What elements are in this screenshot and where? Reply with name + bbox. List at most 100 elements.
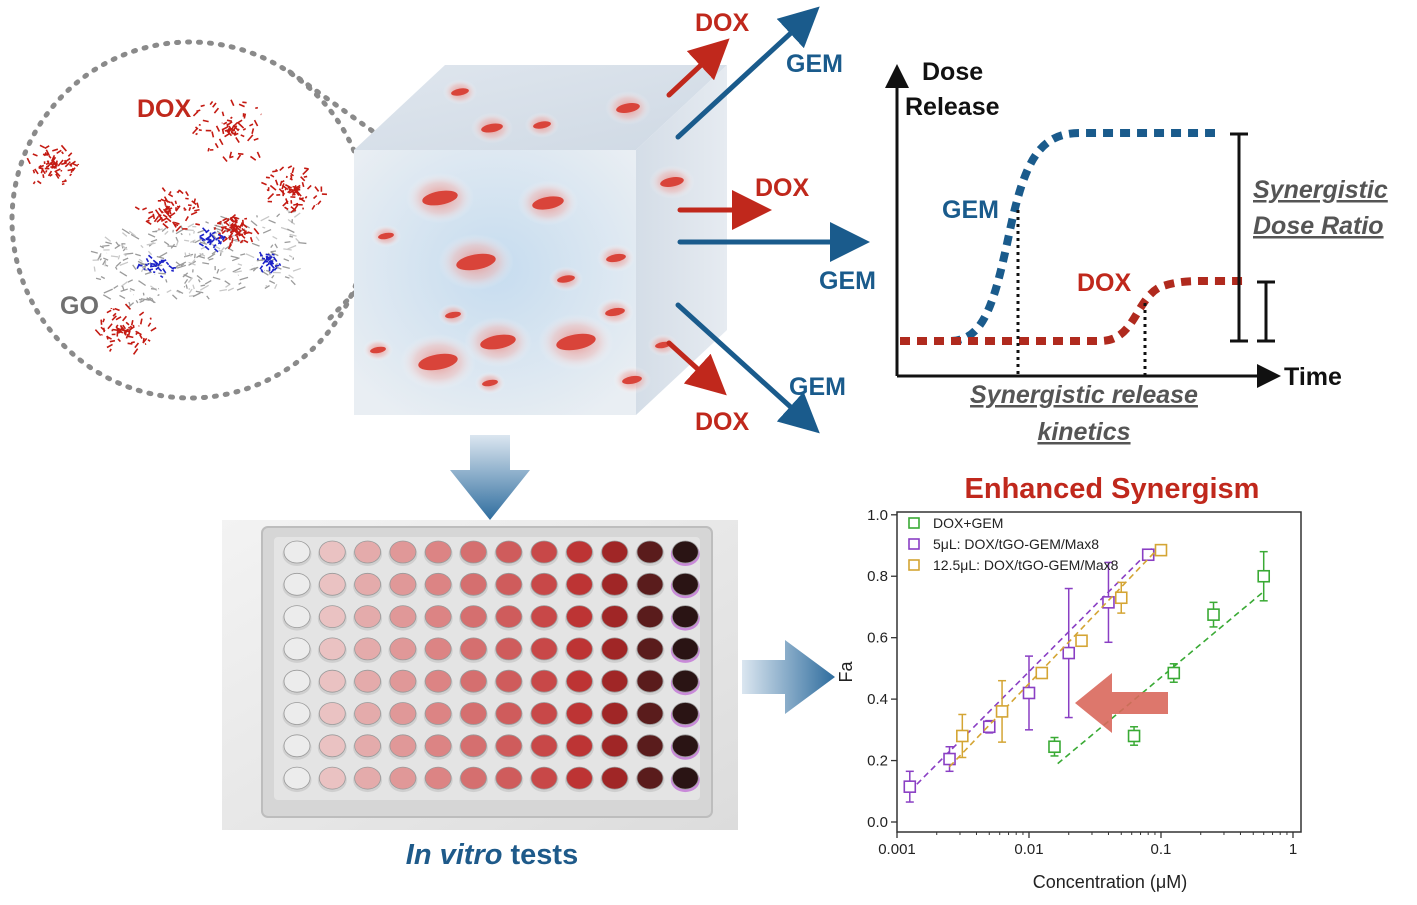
well [389, 734, 417, 758]
dox-bond [45, 149, 50, 156]
dox-bond [292, 205, 298, 212]
well [389, 669, 417, 693]
data-point [1257, 569, 1271, 583]
dox-bond [175, 225, 182, 232]
go-bond [264, 284, 270, 290]
synergistic-ratio-label-2: Dose Ratio [1253, 212, 1384, 240]
well [354, 734, 382, 758]
dox-bond [301, 181, 305, 188]
well [601, 540, 629, 564]
go-bond [175, 228, 184, 235]
dox-bond [192, 128, 198, 135]
dox-bond [311, 204, 316, 210]
well [354, 669, 382, 693]
dox-bond [147, 215, 154, 220]
dox-bond [49, 161, 52, 165]
dox-bond [72, 167, 76, 172]
go-bond [119, 271, 128, 277]
gem-bond [150, 262, 156, 266]
go-bond [282, 265, 290, 269]
dox-bond [245, 231, 250, 235]
dox-bond [218, 232, 222, 236]
go-bond [188, 288, 193, 294]
gem-bond [168, 265, 175, 270]
dox-curve-label: DOX [1077, 269, 1132, 297]
go-bond [132, 264, 137, 271]
dox-bond [281, 183, 285, 190]
well [601, 766, 629, 790]
well [636, 669, 664, 693]
go-bond [138, 298, 142, 301]
dox-bond [231, 126, 235, 130]
dox-bond [100, 326, 106, 332]
dox-bond [106, 309, 112, 314]
dox-bond [162, 214, 168, 218]
go-bond [140, 298, 150, 301]
gem-bond [215, 236, 220, 241]
dox-bond [243, 231, 247, 234]
go-bond [232, 267, 241, 273]
gem-bond [199, 233, 205, 238]
go-bond [288, 274, 294, 279]
go-bond [129, 289, 132, 292]
dox-bond [230, 229, 234, 234]
go-bond [211, 250, 217, 255]
gem-bond [221, 236, 226, 241]
well [530, 734, 558, 758]
well [636, 605, 664, 628]
go-bond [110, 255, 119, 258]
dox-bond [94, 329, 102, 337]
go-label: GO [60, 292, 99, 320]
dox-bond [115, 324, 119, 328]
data-point [1207, 608, 1220, 621]
dox-bond [232, 121, 239, 128]
plate-caption: In vitro tests [406, 839, 578, 871]
droplet [660, 177, 684, 187]
gem-bond [270, 260, 274, 264]
gem-bond [212, 245, 216, 249]
dox-bond [142, 337, 145, 344]
dox-bond [40, 167, 46, 175]
dox-bond [232, 226, 235, 233]
go-bond [150, 297, 155, 303]
well [636, 734, 664, 758]
dox-bond [162, 222, 169, 229]
dox-bond [236, 154, 242, 161]
y-tick-label: 0.6 [867, 630, 888, 647]
go-bond [274, 265, 282, 270]
go-bond [180, 232, 183, 236]
go-bond [240, 253, 246, 256]
well [601, 734, 629, 758]
dox-bond [119, 324, 126, 332]
dox-bond [227, 243, 233, 250]
gem-bond [269, 269, 275, 274]
data-point [1114, 591, 1128, 605]
go-bond [129, 287, 135, 292]
go-bond [158, 272, 166, 275]
dox-bond [194, 208, 200, 212]
well-plate [222, 520, 738, 830]
go-bond [157, 293, 160, 297]
data-point [1127, 729, 1141, 743]
well [389, 637, 417, 661]
well [460, 605, 487, 628]
well [460, 669, 487, 693]
dox-bond [278, 188, 286, 195]
dox-bond [314, 186, 320, 192]
dox-bond [128, 326, 131, 329]
well [318, 540, 346, 564]
well [495, 702, 523, 725]
go-bond [172, 294, 178, 300]
well [671, 766, 699, 790]
dox-bond [213, 227, 217, 230]
well [354, 702, 382, 725]
go-bond [206, 295, 210, 300]
well [283, 766, 311, 790]
dox-bond [224, 227, 231, 231]
gem-bond [136, 263, 141, 269]
well [671, 669, 699, 693]
well [671, 540, 699, 564]
well [283, 734, 311, 758]
droplet [556, 333, 596, 351]
go-bond [93, 266, 96, 272]
